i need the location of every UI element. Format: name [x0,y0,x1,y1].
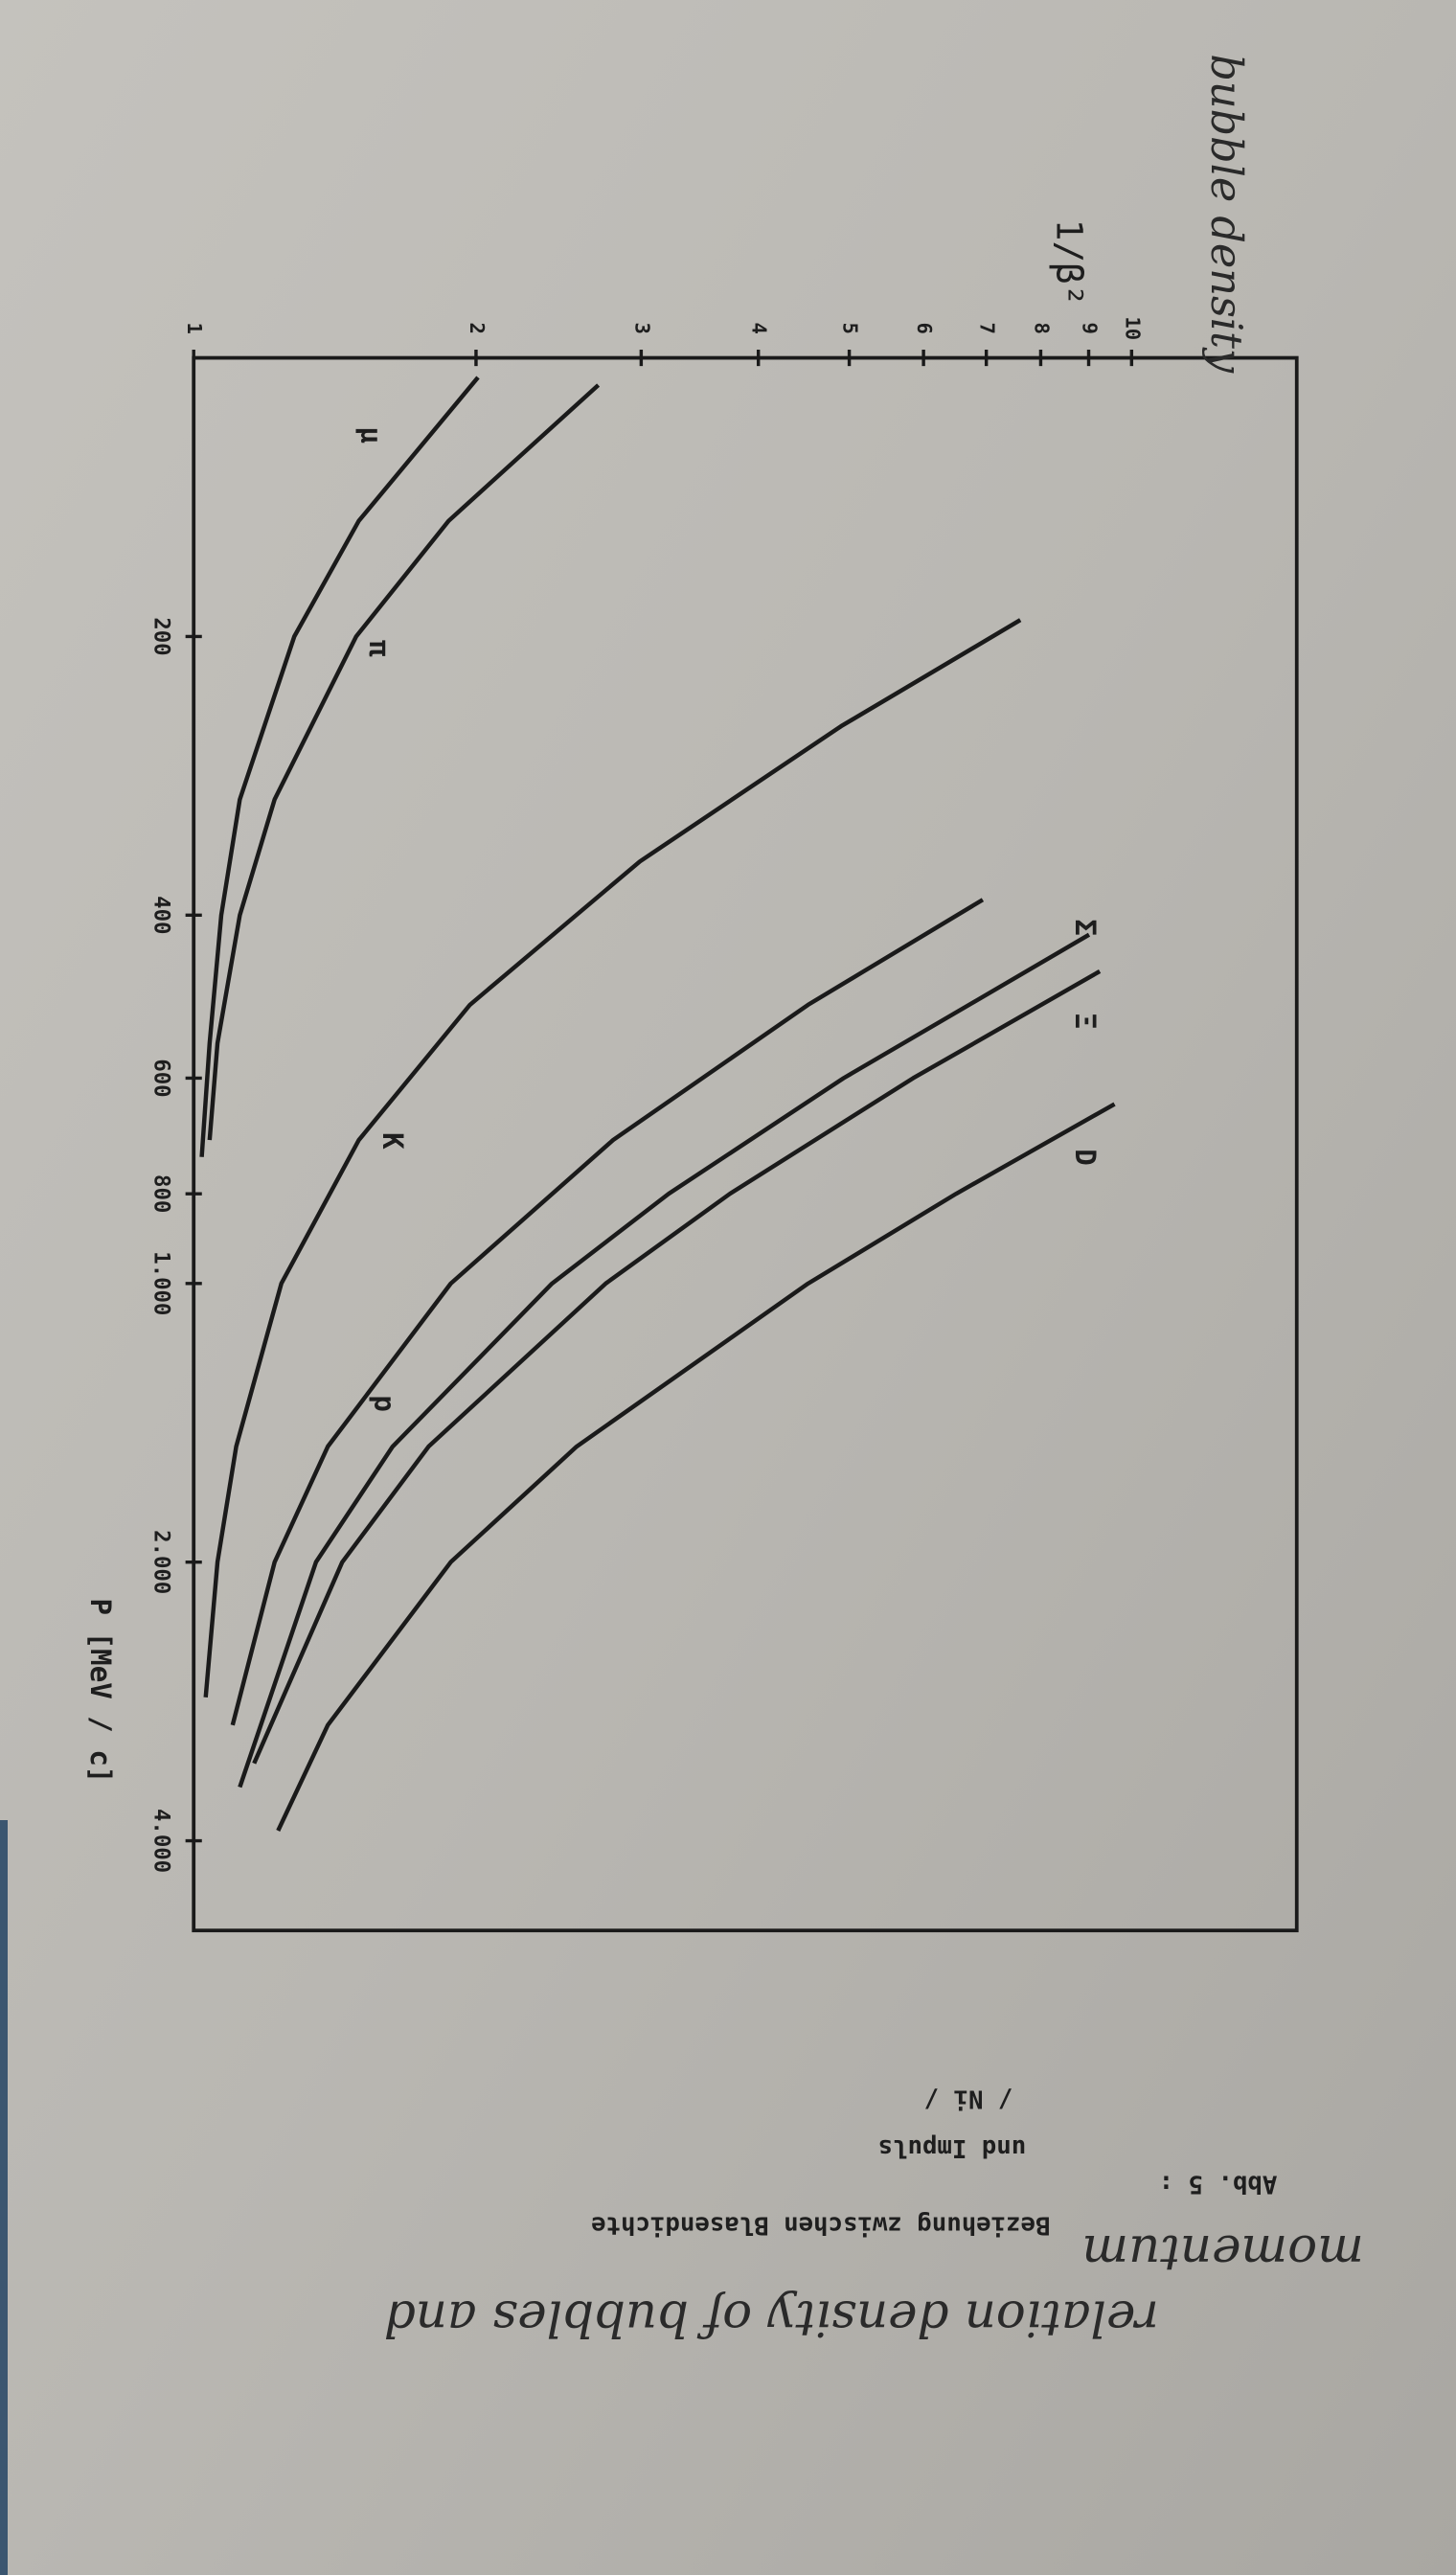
y-tick-label: 5 [839,323,862,334]
y-tick-label: 1 [183,323,206,334]
annotation: bubble density [1201,54,1251,374]
handwritten-note: momentum [1081,2223,1363,2281]
y-tick-label: 3 [630,323,653,334]
series-label: Ξ [1069,1013,1102,1030]
curve [207,383,601,1141]
x-tick-label: 4.000 [148,1809,173,1873]
series-label: Σ [1069,919,1102,936]
y-tick-label: 9 [1079,323,1102,334]
edge [0,1820,8,2575]
caption-line: / Ni / [924,2084,1013,2112]
series-label: p [368,1395,400,1412]
x-tick-label: 200 [148,617,173,655]
y-tick-label: 6 [913,323,936,334]
curve [230,898,985,1726]
curve [238,932,1091,1789]
series-label: D [1069,1149,1102,1166]
y-tick-label: 10 [1121,316,1144,340]
series-label: π [363,640,396,657]
scan: bubble density 1/β² P [MeV / c] Abb. 5 :… [84,54,1364,2346]
caption-line: und Impuls [878,2133,1027,2162]
x-tick-label: 600 [148,1059,173,1097]
curve [199,376,480,1157]
handwritten-note: relation density of bubbles and [384,2290,1159,2347]
curve [276,1102,1116,1832]
curve [203,618,1022,1698]
caption-label: Abb. 5 : [1159,2170,1278,2199]
curve [252,969,1102,1765]
x-tick-label: 2.000 [148,1530,173,1594]
y-tick-label: 2 [466,323,489,334]
y-axis-label: 1/β² [1048,219,1090,307]
y-tick-label: 7 [976,323,999,334]
x-tick-label: 400 [148,896,173,934]
plot-frame [192,355,1299,1933]
series-label: K [376,1132,409,1150]
y-tick-label: 4 [748,323,771,334]
x-axis-label: P [MeV / c] [84,1599,117,1784]
x-tick-label: 1.000 [148,1251,173,1315]
series-label: μ [355,426,388,444]
x-tick-label: 800 [148,1174,173,1213]
y-tick-label: 8 [1030,323,1053,334]
caption-line: Beziehung zwischen Blasendichte [591,2210,1050,2239]
